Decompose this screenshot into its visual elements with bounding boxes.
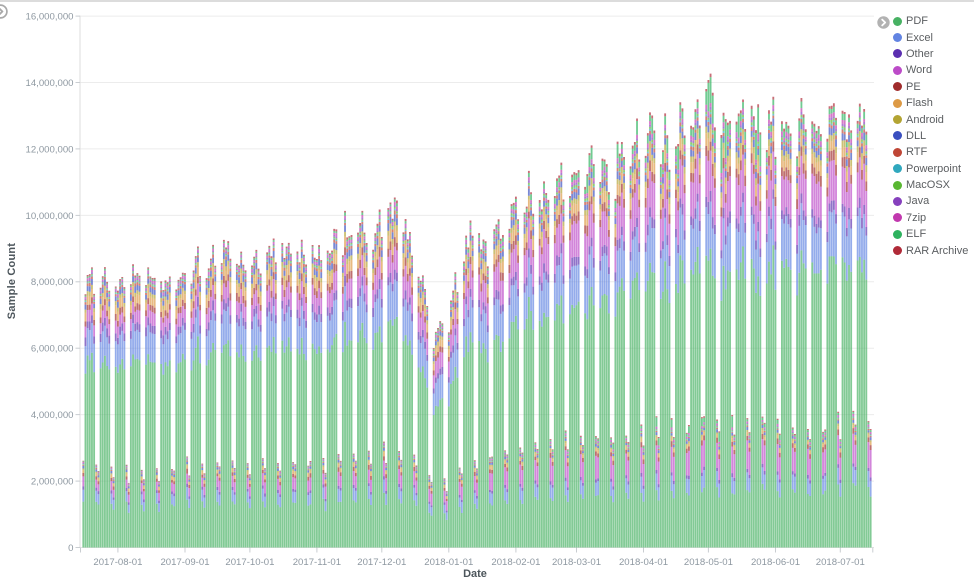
axes: 0 2,000,000 4,000,000 6,000,000 8,000,000 10,… — [25, 12, 874, 568]
legend-swatch-icon — [893, 82, 902, 92]
x-axis-title: Date — [463, 568, 487, 580]
legend-label: RAR Archive — [906, 244, 969, 257]
legend-item-rtf[interactable]: RTF — [893, 144, 974, 160]
chevron-right-circle-icon — [877, 16, 890, 29]
legend-item-flash[interactable]: Flash — [893, 95, 974, 111]
legend-item-java[interactable]: Java — [893, 193, 974, 209]
legend-swatch-icon — [893, 16, 902, 26]
legend-swatch-icon — [893, 49, 902, 59]
y-tick-label: 12,000,000 — [25, 144, 73, 155]
y-tick-label: 2,000,000 — [31, 477, 74, 488]
x-tick-label: 2018-07-01 — [816, 557, 865, 568]
x-tick-label: 2017-12-01 — [357, 557, 406, 568]
gridlines — [80, 15, 874, 548]
y-tick-label: 4,000,000 — [31, 410, 74, 421]
x-tick-label: 2017-08-01 — [93, 557, 142, 568]
legend-item-excel[interactable]: Excel — [893, 29, 974, 45]
y-tick-label: 0 — [68, 543, 73, 554]
x-tick-label: 2017-10-01 — [225, 557, 274, 568]
legend-swatch-icon — [893, 131, 902, 141]
y-tick-label: 14,000,000 — [25, 78, 73, 89]
legend-label: Word — [906, 64, 933, 77]
x-tick-label: 2017-09-01 — [160, 557, 209, 568]
legend-label: PDF — [906, 15, 928, 28]
legend-item-7zip[interactable]: 7zip — [893, 210, 974, 226]
legend-item-rar-archive[interactable]: RAR Archive — [893, 242, 974, 258]
legend-item-word[interactable]: Word — [893, 62, 974, 78]
legend-swatch-icon — [893, 33, 902, 43]
legend-label: Excel — [906, 31, 933, 44]
legend-swatch-icon — [893, 196, 902, 206]
legend-swatch-icon — [893, 180, 902, 190]
legend-swatch-icon — [893, 229, 902, 239]
legend-swatch-icon — [893, 147, 902, 157]
x-tick-label: 2018-06-01 — [751, 557, 800, 568]
series-pdf — [82, 245, 872, 548]
legend-label: PE — [906, 80, 921, 93]
legend-list: PDF Excel Other Word PE Flash Android DLL RTF Pow… — [893, 13, 974, 259]
legend-label: 7zip — [906, 211, 927, 224]
legend-swatch-icon — [893, 115, 902, 125]
legend-label: MacOSX — [906, 179, 951, 192]
x-tick-label: 2018-05-01 — [684, 557, 733, 568]
legend-label: ELF — [906, 228, 927, 241]
chevron-right-circle-icon — [0, 4, 8, 19]
y-tick-label: 6,000,000 — [31, 344, 74, 355]
legend-item-other[interactable]: Other — [893, 46, 974, 62]
legend-swatch-icon — [893, 164, 902, 174]
legend-item-dll[interactable]: DLL — [893, 128, 974, 144]
legend-swatch-icon — [893, 65, 902, 75]
legend: PDF Excel Other Word PE Flash Android DLL RTF Pow… — [893, 13, 974, 259]
x-tick-label: 2018-03-01 — [552, 557, 601, 568]
legend-label: Other — [906, 47, 934, 60]
legend-label: Flash — [906, 97, 933, 110]
legend-label: Powerpoint — [906, 162, 962, 175]
series-excel — [82, 198, 872, 520]
legend-label: Android — [906, 113, 944, 126]
y-tick-label: 10,000,000 — [25, 211, 73, 222]
x-tick-label: 2018-01-01 — [424, 557, 473, 568]
legend-label: Java — [906, 195, 930, 208]
legend-item-elf[interactable]: ELF — [893, 226, 974, 242]
y-tick-label: 16,000,000 — [25, 12, 73, 23]
legend-item-powerpoint[interactable]: Powerpoint — [893, 161, 974, 177]
x-tick-label: 2018-04-01 — [619, 557, 668, 568]
legend-item-pdf[interactable]: PDF — [893, 13, 974, 29]
legend-swatch-icon — [893, 246, 902, 256]
x-tick-label: 2017-11-01 — [293, 557, 341, 568]
x-tick-label: 2018-02-01 — [491, 557, 540, 568]
legend-item-pe[interactable]: PE — [893, 79, 974, 95]
panel-top-border — [0, 0, 974, 2]
legend-item-android[interactable]: Android — [893, 111, 974, 127]
legend-swatch-icon — [893, 98, 902, 108]
bars[interactable] — [82, 73, 872, 548]
legend-item-macosx[interactable]: MacOSX — [893, 177, 974, 193]
legend-label: DLL — [906, 129, 927, 142]
collapse-legend-button[interactable] — [877, 16, 890, 29]
y-tick-label: 8,000,000 — [31, 277, 74, 288]
expand-side-panel-button[interactable] — [0, 4, 8, 19]
legend-label: RTF — [906, 146, 928, 159]
legend-swatch-icon — [893, 213, 902, 223]
